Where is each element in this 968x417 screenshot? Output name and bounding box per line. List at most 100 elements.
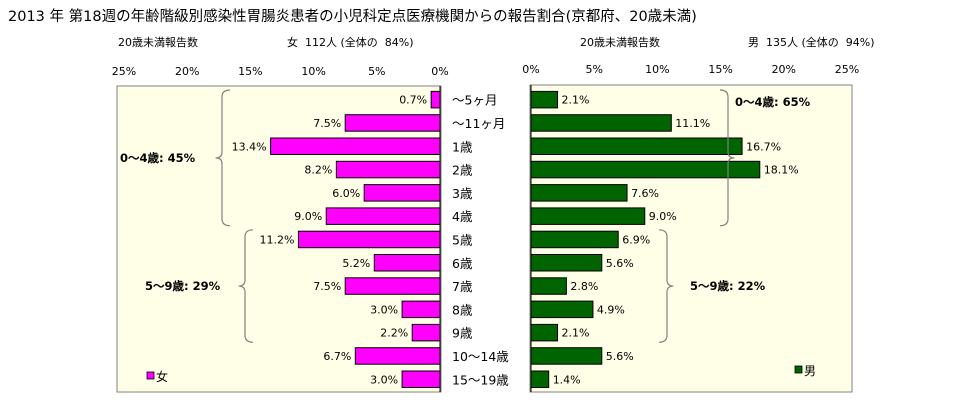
male-legend-swatch bbox=[794, 365, 803, 374]
category-label: 〜11ヶ月 bbox=[452, 116, 505, 131]
female-bar bbox=[430, 90, 441, 109]
male-value-label: 2.8% bbox=[570, 280, 598, 293]
female-bar bbox=[297, 230, 441, 249]
male-value-label: 1.4% bbox=[553, 373, 581, 386]
male-value-label: 2.1% bbox=[562, 327, 590, 340]
female-tick-label: 20% bbox=[175, 65, 199, 78]
male-tick-label: 15% bbox=[708, 63, 732, 76]
female-value-label: 3.0% bbox=[370, 303, 398, 316]
female-value-label: 2.2% bbox=[380, 327, 408, 340]
female-axis-ticks: 25% 20% 15% 10% 5% 0% bbox=[112, 65, 449, 78]
category-label: 6歳 bbox=[452, 256, 473, 271]
female-bar bbox=[325, 207, 441, 225]
male-value-label: 9.0% bbox=[649, 210, 677, 223]
female-bracket bbox=[238, 229, 254, 343]
female-value-label: 3.0% bbox=[370, 373, 398, 386]
male-value-label: 5.6% bbox=[606, 350, 634, 363]
female-value-label: 6.0% bbox=[332, 187, 360, 200]
male-tick-label: 25% bbox=[835, 63, 859, 76]
male-bar bbox=[530, 323, 559, 342]
female-tick-label: 10% bbox=[301, 65, 325, 78]
male-annotations: 0〜4歳: 65% 5〜9歳: 22% bbox=[658, 89, 811, 343]
female-total-label: 女 112人 (全体の 84%) bbox=[287, 35, 414, 49]
female-bar bbox=[373, 254, 441, 272]
female-legend-label: 女 bbox=[156, 369, 168, 384]
male-legend-label: 男 bbox=[804, 364, 816, 378]
female-tick-label: 0% bbox=[431, 65, 448, 78]
male-tick-label: 20% bbox=[772, 63, 796, 76]
female-value-label: 6.7% bbox=[323, 350, 351, 363]
male-value-label: 7.6% bbox=[631, 187, 659, 200]
female-bar bbox=[270, 137, 441, 155]
female-bar bbox=[401, 300, 441, 319]
category-label: 8歳 bbox=[452, 302, 473, 317]
female-bar bbox=[344, 114, 441, 132]
male-bar bbox=[530, 254, 603, 272]
female-bar bbox=[344, 277, 441, 295]
male-bar bbox=[530, 300, 594, 319]
male-bar bbox=[530, 90, 559, 109]
female-value-label: 0.7% bbox=[399, 94, 427, 107]
male-bar bbox=[530, 370, 550, 388]
category-label: 5歳 bbox=[452, 232, 473, 247]
category-label: 4歳 bbox=[452, 209, 473, 224]
female-tick-label: 15% bbox=[238, 65, 262, 78]
male-annotation-label: 5〜9歳: 22% bbox=[690, 279, 766, 293]
category-label: 9歳 bbox=[452, 326, 473, 341]
category-labels: 〜5ヶ月〜11ヶ月 1歳 2歳 3歳 4歳 5歳 6歳 7歳 8歳 9歳 10〜14歳 15〜19歳 bbox=[452, 93, 509, 388]
male-tick-label: 10% bbox=[645, 63, 669, 76]
male-value-label: 6.9% bbox=[622, 233, 650, 246]
female-bar bbox=[354, 347, 441, 365]
male-bars: 2.1% 11.1% 16.7% 18.1% 7.6% 9.0% 6.9% 5.6% 2.8% 4… bbox=[530, 90, 799, 388]
female-tick-label: 5% bbox=[368, 65, 385, 78]
male-bar bbox=[530, 184, 628, 202]
female-value-label: 9.0% bbox=[294, 210, 322, 223]
female-annotation-label: 0〜4歳: 45% bbox=[120, 151, 196, 165]
female-value-label: 13.4% bbox=[232, 140, 267, 153]
female-bar bbox=[363, 184, 441, 202]
male-count-label: 20歳未満報告数 bbox=[580, 36, 660, 49]
male-tick-label: 5% bbox=[585, 63, 602, 76]
male-value-label: 16.7% bbox=[746, 140, 781, 153]
female-value-label: 7.5% bbox=[313, 117, 341, 130]
male-bar bbox=[530, 114, 672, 132]
male-bar bbox=[530, 137, 743, 155]
female-tick-label: 25% bbox=[112, 65, 136, 78]
female-annotations: 0〜4歳: 45% 5〜9歳: 29% bbox=[120, 89, 254, 343]
category-label: 3歳 bbox=[452, 186, 473, 201]
male-bar bbox=[530, 207, 646, 225]
category-label: 2歳 bbox=[452, 163, 473, 178]
female-value-label: 7.5% bbox=[313, 280, 341, 293]
male-bar bbox=[530, 347, 603, 365]
female-annotation-label: 5〜9歳: 29% bbox=[145, 279, 221, 293]
female-bars: 0.7%7.5%13.4%8.2%6.0%9.0%11.2%5.2%7.5%3.… bbox=[232, 90, 441, 388]
female-value-label: 8.2% bbox=[304, 164, 332, 177]
male-bracket bbox=[719, 89, 735, 227]
male-annotation-label: 0〜4歳: 65% bbox=[735, 95, 811, 109]
male-bar bbox=[530, 230, 619, 249]
male-bar bbox=[530, 160, 761, 179]
female-bracket bbox=[215, 89, 231, 227]
male-value-label: 2.1% bbox=[562, 94, 590, 107]
category-label: 7歳 bbox=[452, 279, 473, 294]
male-value-label: 11.1% bbox=[675, 117, 710, 130]
female-value-label: 5.2% bbox=[342, 257, 370, 270]
female-legend-swatch bbox=[146, 371, 155, 380]
female-value-label: 11.2% bbox=[259, 233, 294, 246]
male-bracket bbox=[658, 229, 674, 343]
female-bar bbox=[401, 370, 441, 388]
chart-title: 2013 年 第18週の年齢階級別感染性胃腸炎患者の小児科定点医療機関からの報告… bbox=[8, 7, 697, 25]
category-label: 15〜19歳 bbox=[452, 372, 509, 387]
male-bar bbox=[530, 277, 567, 295]
male-axis-ticks: 0% 5% 10% 15% 20% 25% bbox=[522, 63, 859, 76]
male-value-label: 4.9% bbox=[597, 303, 625, 316]
male-tick-label: 0% bbox=[522, 63, 539, 76]
category-label: 〜5ヶ月 bbox=[452, 93, 497, 108]
male-value-label: 18.1% bbox=[764, 164, 799, 177]
female-count-label: 20歳未満報告数 bbox=[118, 36, 198, 49]
female-bar bbox=[335, 160, 441, 179]
male-value-label: 5.6% bbox=[606, 257, 634, 270]
category-label: 1歳 bbox=[452, 139, 473, 154]
category-label: 10〜14歳 bbox=[452, 349, 509, 364]
